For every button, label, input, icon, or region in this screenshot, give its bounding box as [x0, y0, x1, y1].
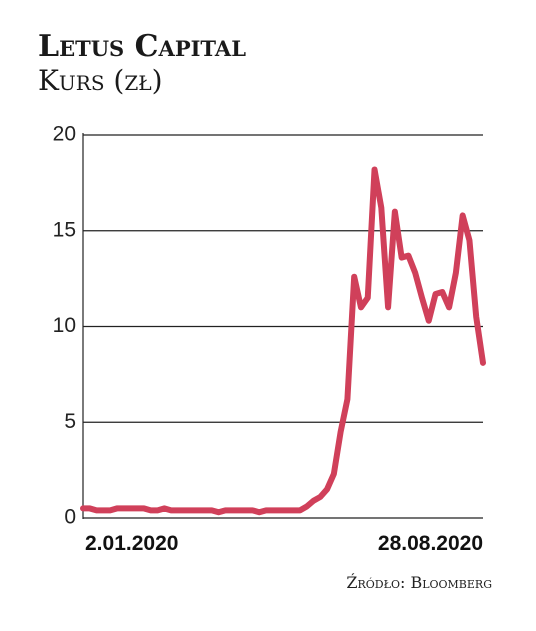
y-tick-label: 0	[64, 506, 76, 529]
y-tick-label: 15	[53, 218, 76, 241]
y-tick-label: 20	[53, 123, 76, 146]
source: Źródło: Bloomberg	[346, 572, 492, 592]
price-line	[80, 166, 486, 516]
y-tick-label: 10	[53, 314, 76, 337]
chart-title: Letus Capital	[38, 29, 246, 64]
y-tick-label: 5	[64, 410, 76, 433]
x-tick-label: 28.08.2020	[378, 532, 483, 555]
x-tick-label: 2.01.2020	[85, 532, 178, 555]
chart-subtitle: Kurs (zł)	[38, 64, 163, 97]
